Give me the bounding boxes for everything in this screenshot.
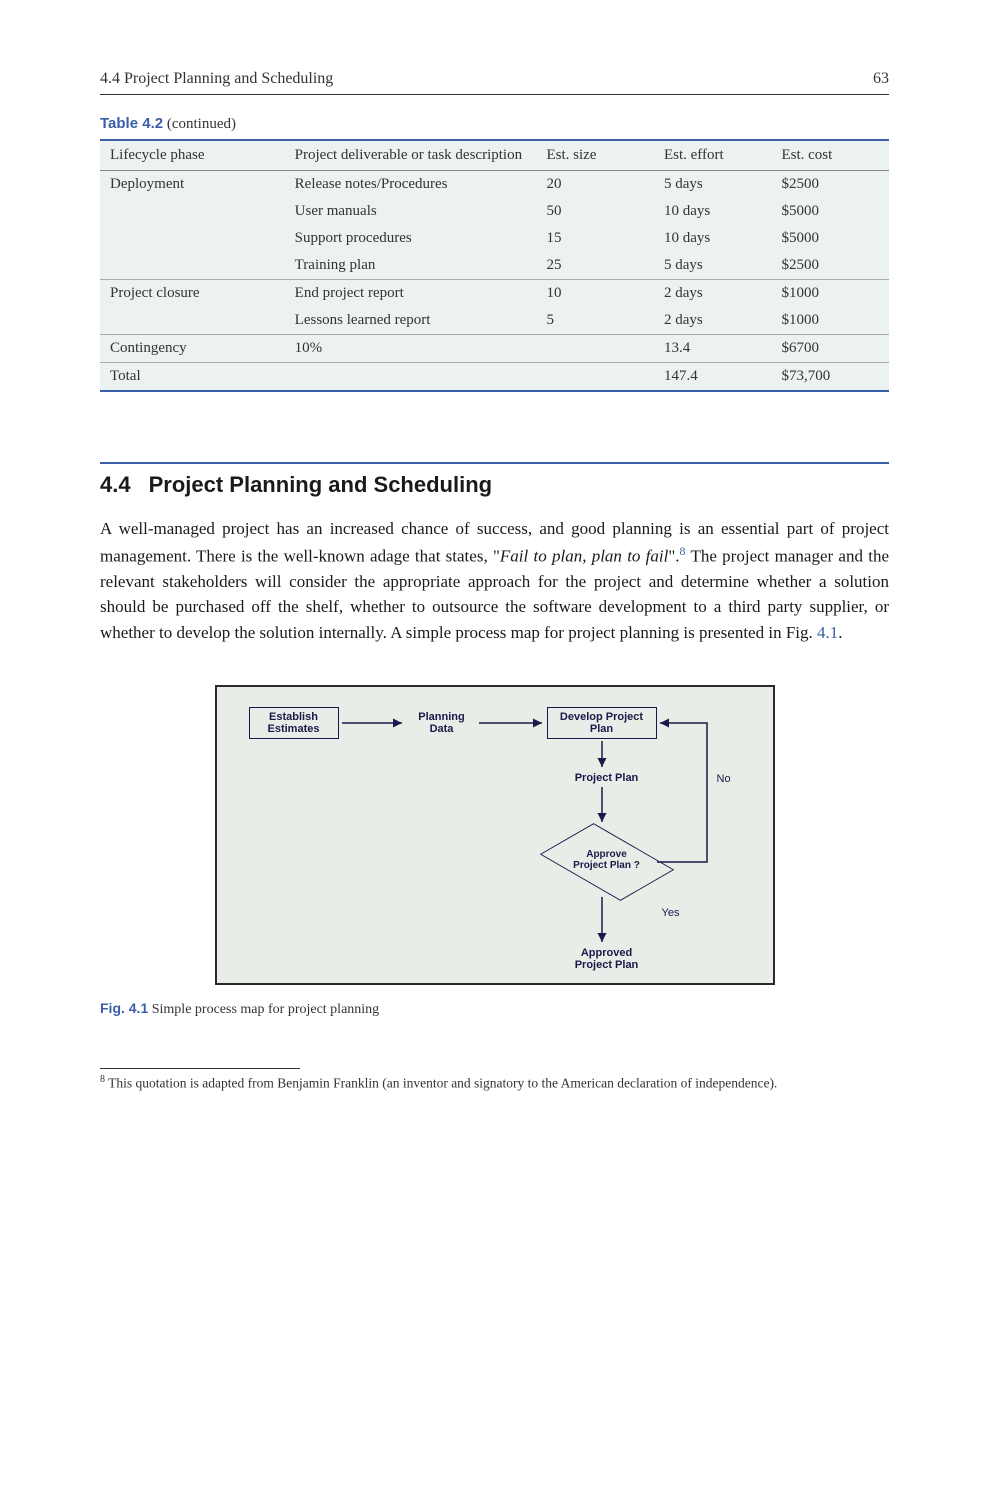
footnote-text: This quotation is adapted from Benjamin …	[105, 1076, 777, 1091]
flowchart-box: EstablishEstimates PlanningData Develop …	[215, 685, 775, 985]
cell-desc: Training plan	[285, 252, 537, 280]
cell-size	[536, 335, 654, 363]
table-row: Deployment Release notes/Procedures 20 5…	[100, 171, 889, 199]
cell-size: 15	[536, 225, 654, 252]
node-label: PlanningData	[418, 711, 464, 735]
cell-phase: Total	[100, 363, 285, 392]
col-header-desc: Project deliverable or task description	[285, 140, 537, 171]
cell-effort: 5 days	[654, 252, 772, 280]
flowchart-decision-label: ApproveProject Plan ?	[562, 849, 652, 871]
cell-desc: 10%	[285, 335, 537, 363]
cell-effort: 2 days	[654, 307, 772, 335]
flowchart-node-establish: EstablishEstimates	[249, 707, 339, 739]
node-label: ApproveProject Plan ?	[573, 849, 640, 871]
cell-effort: 2 days	[654, 280, 772, 308]
section-number: 4.4	[100, 472, 131, 498]
table-caption: Table 4.2 (continued)	[100, 115, 889, 133]
table-body: Deployment Release notes/Procedures 20 5…	[100, 171, 889, 392]
cell-phase	[100, 252, 285, 280]
cell-size	[536, 363, 654, 392]
section-title: Project Planning and Scheduling	[149, 472, 492, 497]
data-table: Lifecycle phase Project deliverable or t…	[100, 139, 889, 392]
cell-size: 10	[536, 280, 654, 308]
cell-phase	[100, 225, 285, 252]
section-heading: 4.4 Project Planning and Scheduling	[100, 472, 889, 498]
section-rule	[100, 462, 889, 464]
cell-cost: $2500	[771, 171, 889, 199]
node-label: Develop ProjectPlan	[560, 711, 643, 735]
cell-effort: 10 days	[654, 198, 772, 225]
figure-ref[interactable]: 4.1	[817, 623, 838, 642]
flowchart-node-project-plan: Project Plan	[567, 772, 647, 784]
table-row: Lessons learned report 5 2 days $1000	[100, 307, 889, 335]
page-number: 63	[873, 70, 889, 88]
para-post3: .	[838, 623, 842, 642]
figure-number: Fig. 4.1	[100, 1000, 148, 1016]
cell-desc: Release notes/Procedures	[285, 171, 537, 199]
table-row: Contingency 10% 13.4 $6700	[100, 335, 889, 363]
cell-cost: $1000	[771, 280, 889, 308]
footnote: 8 This quotation is adapted from Benjami…	[100, 1073, 889, 1093]
cell-phase: Project closure	[100, 280, 285, 308]
cell-cost: $73,700	[771, 363, 889, 392]
flowchart-label-no: No	[717, 773, 731, 785]
cell-cost: $5000	[771, 198, 889, 225]
table-row: User manuals 50 10 days $5000	[100, 198, 889, 225]
cell-effort: 147.4	[654, 363, 772, 392]
cell-desc	[285, 363, 537, 392]
cell-size: 50	[536, 198, 654, 225]
table-row: Training plan 25 5 days $2500	[100, 252, 889, 280]
cell-effort: 13.4	[654, 335, 772, 363]
table-row: Total 147.4 $73,700	[100, 363, 889, 392]
flowchart-node-planning-data: PlanningData	[407, 711, 477, 735]
running-header: 4.4 Project Planning and Scheduling 63	[100, 70, 889, 95]
table-continued: (continued)	[167, 116, 236, 132]
cell-phase: Deployment	[100, 171, 285, 199]
node-label: EstablishEstimates	[268, 711, 320, 735]
para-quote: Fail to plan, plan to fail	[500, 546, 668, 565]
cell-size: 20	[536, 171, 654, 199]
table-number: Table 4.2	[100, 115, 163, 132]
footnote-rule	[100, 1068, 300, 1069]
table-row: Support procedures 15 10 days $5000	[100, 225, 889, 252]
header-section-label: 4.4 Project Planning and Scheduling	[100, 70, 333, 88]
flowchart-label-yes: Yes	[662, 907, 680, 919]
para-post1: ".	[668, 546, 679, 565]
node-label: Project Plan	[575, 772, 639, 784]
cell-phase	[100, 307, 285, 335]
body-paragraph: A well-managed project has an increased …	[100, 516, 889, 645]
cell-effort: 10 days	[654, 225, 772, 252]
col-header-phase: Lifecycle phase	[100, 140, 285, 171]
cell-desc: End project report	[285, 280, 537, 308]
flowchart-node-develop: Develop ProjectPlan	[547, 707, 657, 739]
cell-cost: $6700	[771, 335, 889, 363]
cell-effort: 5 days	[654, 171, 772, 199]
table-row: Project closure End project report 10 2 …	[100, 280, 889, 308]
cell-desc: Lessons learned report	[285, 307, 537, 335]
cell-phase: Contingency	[100, 335, 285, 363]
cell-cost: $2500	[771, 252, 889, 280]
figure-caption: Fig. 4.1 Simple process map for project …	[100, 1000, 889, 1018]
figure: EstablishEstimates PlanningData Develop …	[100, 685, 889, 985]
cell-size: 5	[536, 307, 654, 335]
col-header-size: Est. size	[536, 140, 654, 171]
col-header-cost: Est. cost	[771, 140, 889, 171]
node-label: ApprovedProject Plan	[575, 947, 639, 971]
cell-desc: User manuals	[285, 198, 537, 225]
col-header-effort: Est. effort	[654, 140, 772, 171]
cell-desc: Support procedures	[285, 225, 537, 252]
cell-cost: $5000	[771, 225, 889, 252]
flowchart-node-approved: ApprovedProject Plan	[567, 947, 647, 971]
cell-phase	[100, 198, 285, 225]
table-header-row: Lifecycle phase Project deliverable or t…	[100, 140, 889, 171]
cell-cost: $1000	[771, 307, 889, 335]
page: 4.4 Project Planning and Scheduling 63 T…	[0, 0, 989, 1154]
cell-size: 25	[536, 252, 654, 280]
figure-caption-text: Simple process map for project planning	[152, 1002, 379, 1017]
